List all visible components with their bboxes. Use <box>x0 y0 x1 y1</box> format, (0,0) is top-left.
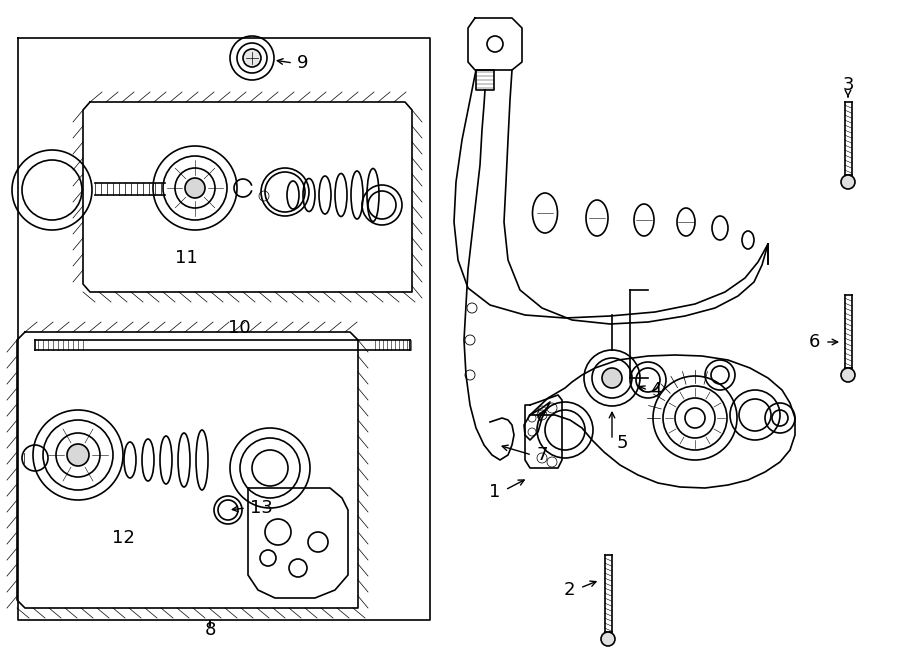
Text: 7: 7 <box>536 446 547 464</box>
Text: 8: 8 <box>204 621 216 639</box>
Text: 13: 13 <box>250 499 273 517</box>
Text: 4: 4 <box>650 381 662 399</box>
Circle shape <box>841 368 855 382</box>
Text: 10: 10 <box>228 319 250 337</box>
Text: 6: 6 <box>808 333 820 351</box>
Text: 11: 11 <box>175 249 198 267</box>
Circle shape <box>841 175 855 189</box>
Text: 5: 5 <box>617 434 628 452</box>
Text: 9: 9 <box>297 54 309 72</box>
Circle shape <box>601 632 615 646</box>
Circle shape <box>67 444 89 466</box>
Text: 1: 1 <box>489 483 500 501</box>
Text: 12: 12 <box>112 529 135 547</box>
Text: 3: 3 <box>842 76 854 94</box>
Circle shape <box>243 49 261 67</box>
Circle shape <box>185 178 205 198</box>
Text: 2: 2 <box>563 581 575 599</box>
Circle shape <box>602 368 622 388</box>
